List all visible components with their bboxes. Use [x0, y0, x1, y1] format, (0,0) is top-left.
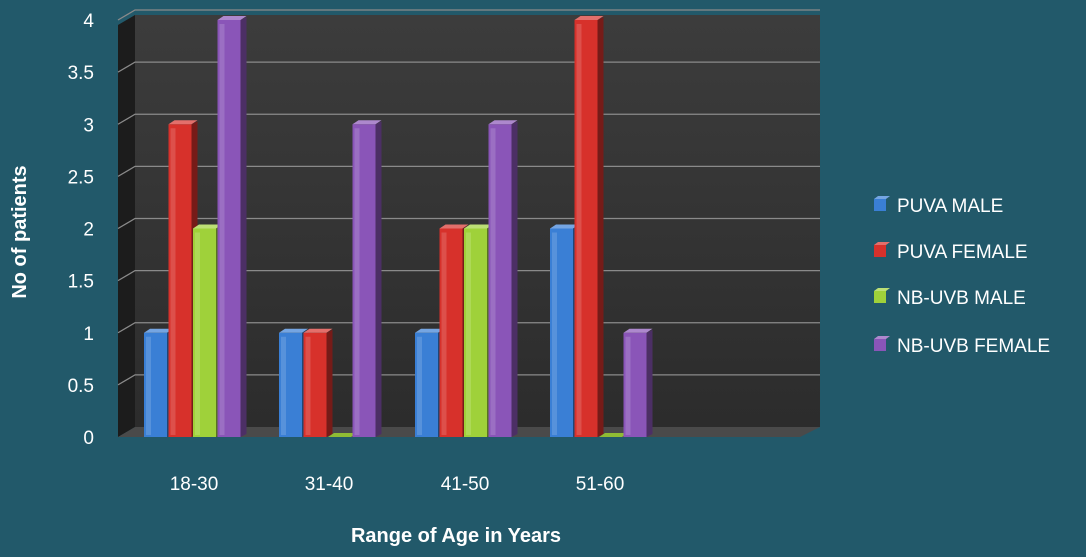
x-tick-label: 31-40: [305, 474, 354, 495]
bar-highlight: [195, 232, 200, 435]
bar-top: [303, 328, 333, 333]
bar-highlight: [170, 128, 176, 435]
bars: [144, 16, 653, 437]
bar-side: [240, 17, 247, 437]
bar-highlight: [417, 336, 422, 435]
side-wall: [118, 15, 135, 437]
legend-label: PUVA FEMALE: [897, 242, 1028, 263]
legend-swatch-top: [874, 196, 890, 199]
bar-top: [623, 328, 653, 333]
bar-top: [193, 224, 222, 229]
bar-top: [279, 328, 308, 333]
bar-top: [168, 120, 198, 125]
y-axis-ticks: 0 0.5 1 1.5 2 2.5 3 3.5 4: [68, 11, 95, 449]
y-tick-label: 2.5: [68, 167, 94, 188]
y-tick-label: 3.5: [68, 63, 94, 84]
bar-highlight: [219, 24, 225, 435]
bar: [217, 16, 247, 437]
bar-top: [550, 224, 579, 229]
bar-side: [375, 121, 382, 437]
legend-label: PUVA MALE: [897, 196, 1003, 217]
x-axis-ticks: 18-30 31-40 41-50 51-60: [170, 474, 625, 495]
legend-swatch: [874, 339, 886, 351]
legend-swatch-top: [874, 336, 890, 339]
legend-label: NB-UVB MALE: [897, 288, 1026, 309]
bar: [303, 328, 333, 437]
bar-top: [464, 224, 493, 229]
bar-top: [217, 16, 247, 20]
bar-highlight: [146, 336, 151, 435]
gridline: [117, 9, 820, 21]
bar-highlight: [281, 336, 286, 435]
y-tick-label: 2: [83, 220, 94, 241]
bar-top: [328, 433, 357, 437]
legend-item: PUVA FEMALE: [874, 242, 1028, 263]
bar-top: [599, 433, 628, 437]
legend-item: NB-UVB FEMALE: [874, 336, 1050, 357]
legend-item: NB-UVB MALE: [874, 288, 1026, 309]
bar-highlight: [354, 128, 360, 435]
bar-top: [352, 120, 382, 125]
y-tick-label: 0: [83, 428, 94, 449]
bar-highlight: [552, 232, 557, 435]
legend-swatch: [874, 245, 886, 257]
bar-top: [574, 16, 604, 20]
bar-highlight: [466, 232, 471, 435]
legend-label: NB-UVB FEMALE: [897, 336, 1050, 357]
bar-highlight: [576, 24, 582, 435]
y-tick-label: 1.5: [68, 272, 94, 293]
bar-highlight: [625, 336, 631, 435]
x-tick-label: 51-60: [576, 474, 625, 495]
legend-swatch: [874, 291, 886, 303]
bar-side: [511, 121, 518, 437]
bar: [352, 120, 382, 437]
bar-highlight: [305, 336, 311, 435]
legend-swatch: [874, 199, 886, 211]
x-tick-label: 18-30: [170, 474, 219, 495]
y-axis-title: No of patients: [9, 165, 31, 298]
legend-item: PUVA MALE: [874, 196, 1003, 217]
bar: [488, 120, 518, 437]
y-tick-label: 3: [83, 115, 94, 136]
legend-swatch-top: [874, 242, 890, 245]
bar-side: [646, 329, 653, 437]
y-tick-label: 1: [83, 324, 94, 345]
x-axis-title: Range of Age in Years: [351, 525, 561, 547]
bar-side: [597, 17, 604, 437]
x-tick-label: 41-50: [441, 474, 490, 495]
bar: [599, 433, 628, 437]
legend-swatch-top: [874, 288, 890, 291]
bar-top: [488, 120, 518, 125]
bar: [328, 433, 357, 437]
bar-highlight: [490, 128, 496, 435]
bar-top: [144, 328, 173, 333]
bar: [574, 16, 604, 437]
bar-top: [439, 224, 469, 229]
bar-highlight: [441, 232, 447, 435]
bar-top: [415, 328, 444, 333]
legend: PUVA MALE PUVA FEMALE NB-UVB MALE NB-UVB FE…: [874, 196, 1050, 357]
bar: [623, 328, 653, 437]
y-tick-label: 0.5: [68, 376, 94, 397]
bar-side: [326, 329, 333, 437]
y-tick-label: 4: [83, 11, 94, 32]
